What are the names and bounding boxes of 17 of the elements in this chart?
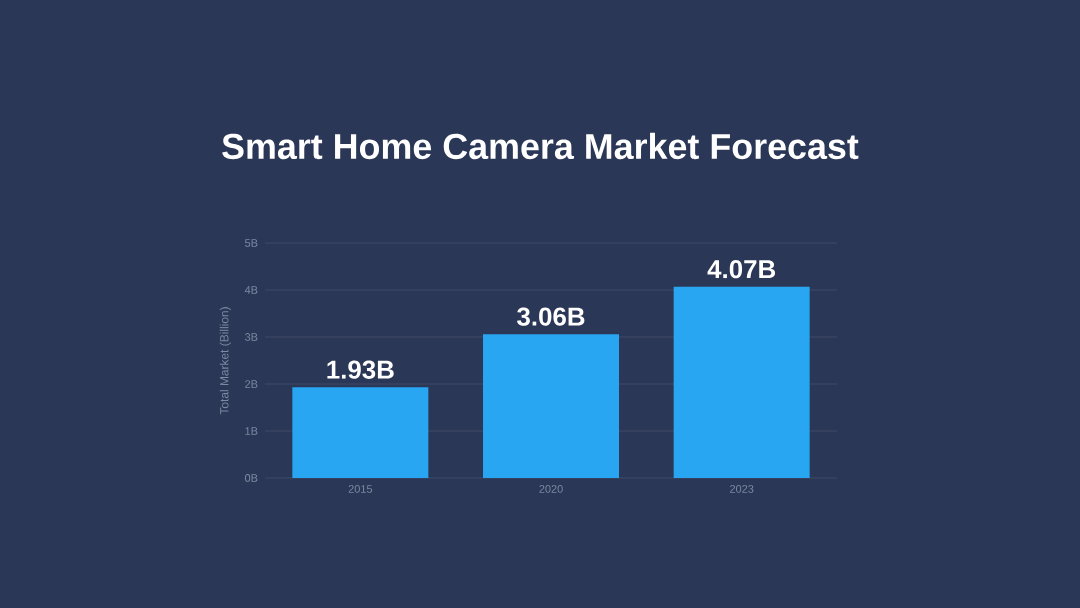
data-label: 1.93B (327, 360, 394, 379)
chart-title: Smart Home Camera Market Forecast (222, 132, 859, 160)
y-tick-label: 0B (245, 474, 258, 482)
x-tick-label: 2023 (730, 485, 754, 493)
bar (292, 387, 429, 478)
x-tick-label: 2015 (348, 485, 373, 493)
y-tick-label: 2B (245, 380, 258, 388)
x-tick-label: 2020 (539, 485, 563, 493)
bar (483, 334, 620, 478)
y-tick-label: 1B (245, 427, 258, 435)
data-label: 3.06B (517, 307, 585, 326)
y-tick-label: 4B (244, 286, 258, 294)
y-tick-label: 3B (244, 333, 258, 341)
y-tick-label: 5B (245, 239, 258, 247)
y-axis-title: Total Market (Billion) (219, 307, 231, 415)
bar (673, 286, 810, 478)
data-label: 4.07B (707, 259, 776, 279)
